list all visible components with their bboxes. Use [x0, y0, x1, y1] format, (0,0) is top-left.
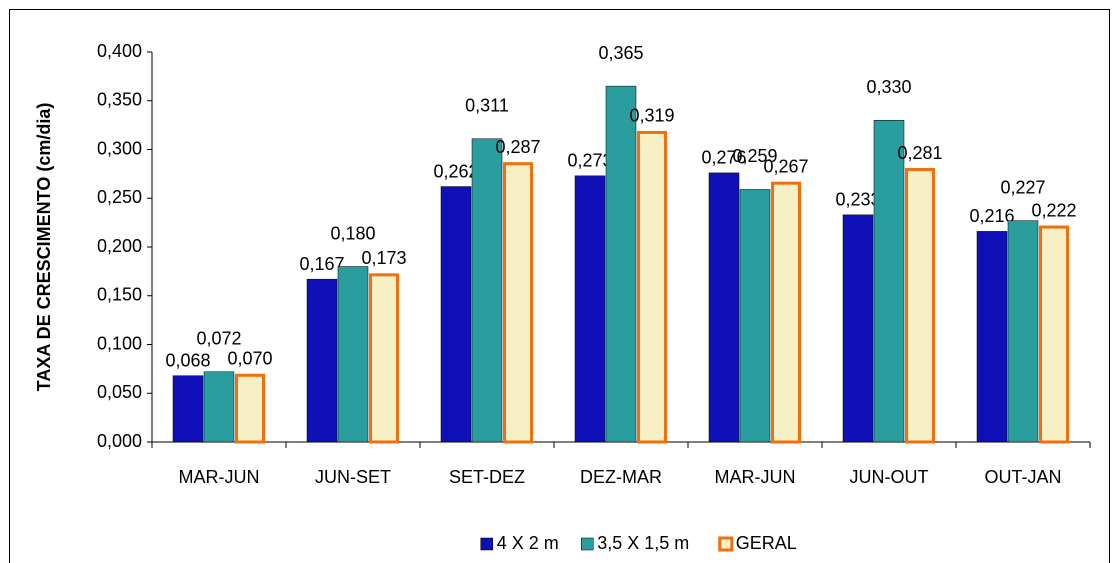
- data-label: 0,287: [495, 137, 540, 157]
- bar: [1007, 220, 1039, 443]
- data-label: 0,311: [465, 96, 509, 116]
- data-label: 0,068: [165, 350, 210, 370]
- y-tick-label: 0,050: [97, 382, 142, 402]
- bar: [605, 85, 637, 443]
- data-label: 0,262: [433, 161, 478, 181]
- y-tick-label: 0,300: [97, 138, 142, 158]
- bar: [503, 162, 533, 444]
- legend-label: GERAL: [736, 533, 797, 553]
- y-tick-label: 0,100: [97, 333, 142, 353]
- data-label: 0,227: [1000, 177, 1045, 197]
- data-label: 0,365: [598, 43, 643, 63]
- legend-label: 4 X 2 m: [497, 533, 559, 553]
- bar: [1039, 225, 1069, 444]
- data-label: 0,173: [361, 248, 406, 268]
- x-tick-label: MAR-JUN: [179, 467, 260, 487]
- data-label: 0,267: [763, 156, 808, 176]
- data-label: 0,072: [196, 329, 241, 349]
- data-label: 0,070: [227, 349, 272, 369]
- data-label: 0,281: [897, 143, 942, 163]
- data-label: 0,180: [330, 223, 375, 243]
- bar: [337, 266, 369, 443]
- bar: [873, 120, 905, 443]
- chart-frame: [9, 9, 1110, 563]
- data-label: 0,233: [835, 190, 880, 210]
- y-tick-label: 0,350: [97, 90, 142, 110]
- y-tick-label: 0,200: [97, 236, 142, 256]
- bar: [574, 175, 606, 443]
- legend-swatch: [480, 537, 493, 551]
- x-tick-label: MAR-JUN: [715, 467, 796, 487]
- bar: [440, 186, 472, 443]
- x-tick-label: DEZ-MAR: [580, 467, 662, 487]
- x-tick-label: JUN-SET: [315, 467, 391, 487]
- bar: [369, 273, 399, 444]
- y-axis-label: TAXA DE CRESCIMENTO (cm/dia): [34, 103, 54, 392]
- y-tick-label: 0,250: [97, 187, 142, 207]
- data-label: 0,319: [629, 106, 674, 126]
- data-label: 0,222: [1031, 200, 1076, 220]
- bar: [771, 181, 801, 444]
- bar: [471, 138, 503, 443]
- bar: [905, 168, 935, 444]
- x-tick-label: SET-DEZ: [449, 467, 525, 487]
- legend-swatch: [718, 536, 734, 552]
- bar: [172, 375, 204, 443]
- y-tick-label: 0,000: [97, 431, 142, 451]
- bar: [708, 172, 740, 443]
- x-tick-label: JUN-OUT: [850, 467, 929, 487]
- data-label: 0,167: [299, 254, 344, 274]
- legend-label: 3,5 X 1,5 m: [597, 533, 689, 553]
- data-label: 0,259: [732, 146, 777, 166]
- data-label: 0,216: [969, 206, 1014, 226]
- y-tick-label: 0,150: [97, 285, 142, 305]
- bar: [203, 371, 235, 443]
- data-label: 0,330: [866, 77, 911, 97]
- data-label: 0,276: [701, 148, 746, 168]
- bar: [842, 214, 874, 443]
- bar: [306, 278, 338, 443]
- bar: [637, 130, 667, 444]
- bar: [976, 231, 1008, 443]
- bar: [235, 373, 265, 444]
- bar: [739, 189, 771, 443]
- y-tick-label: 0,400: [97, 41, 142, 61]
- legend-swatch: [581, 537, 594, 551]
- x-tick-label: OUT-JAN: [984, 467, 1061, 487]
- data-label: 0,273: [567, 151, 612, 171]
